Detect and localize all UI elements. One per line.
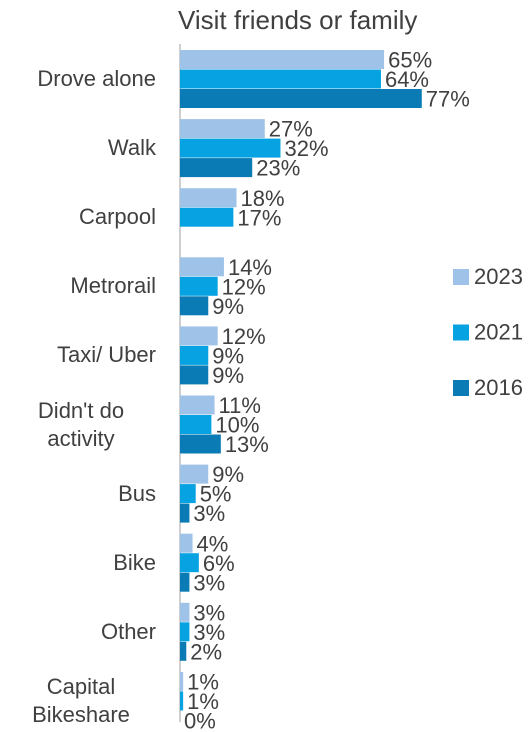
bar [180, 464, 209, 484]
bar [180, 257, 224, 277]
bar [180, 296, 209, 316]
value-label: 3% [193, 620, 225, 645]
category-text: Walk [107, 135, 156, 161]
category-text: Drove alone [37, 66, 156, 91]
value-label: 10% [215, 413, 259, 438]
category-text: Carpool [78, 204, 156, 230]
legend-label: 2023 [474, 264, 523, 289]
category-text: Bus [118, 480, 156, 506]
legend-swatch [453, 269, 469, 285]
bar [180, 138, 281, 158]
category-label: Bike [113, 533, 156, 593]
bar [180, 415, 212, 434]
value-label: 5% [200, 482, 232, 507]
bar [180, 484, 196, 504]
category-label: Drove alone [37, 49, 156, 109]
bar [180, 503, 190, 523]
bar [180, 395, 215, 415]
value-label: 1% [187, 689, 219, 714]
bar [180, 671, 184, 691]
value-label: 2% [190, 639, 222, 664]
bar [180, 158, 253, 178]
bar [180, 572, 190, 592]
bar [180, 69, 381, 89]
category-label: Capital Bikeshare [6, 671, 156, 731]
value-label: 0% [184, 708, 216, 732]
bar [180, 207, 234, 227]
value-label: 64% [385, 67, 429, 92]
bar [180, 533, 193, 553]
legend-swatch [453, 324, 469, 341]
value-label: 12% [222, 324, 266, 349]
value-label: 77% [426, 87, 470, 112]
legend-swatch [453, 380, 469, 396]
bar [180, 553, 199, 573]
bar [180, 641, 187, 661]
bar [180, 622, 190, 642]
bar [180, 276, 218, 296]
value-label: 27% [269, 117, 313, 142]
value-label: 32% [284, 136, 328, 161]
value-label: 1% [187, 669, 219, 694]
value-label: 65% [388, 48, 432, 73]
bar [180, 119, 265, 139]
value-label: 6% [203, 551, 235, 576]
value-label: 9% [212, 462, 244, 487]
category-text: Other [100, 618, 156, 644]
category-text: Capital Bikeshare [32, 673, 130, 727]
value-label: 3% [193, 600, 225, 625]
bar [180, 434, 221, 454]
bar [180, 326, 218, 346]
category-text: Bike [113, 549, 156, 575]
value-label: 23% [256, 156, 300, 181]
category-label: Taxi/ Uber [57, 325, 156, 385]
bar [180, 345, 209, 365]
category-label: Bus [118, 464, 156, 524]
chart-title: Visit friends or family [178, 5, 417, 35]
bar [180, 50, 385, 69]
value-label: 9% [212, 363, 244, 388]
category-text: Metrorail [70, 273, 156, 299]
category-label: Carpool [79, 187, 156, 247]
legend-label: 2016 [474, 375, 523, 400]
value-label: 13% [225, 432, 269, 457]
legend-label: 2021 [474, 319, 523, 344]
bar [180, 89, 422, 108]
value-label: 3% [193, 570, 225, 595]
value-label: 17% [237, 205, 281, 230]
bar [180, 602, 190, 622]
value-label: 11% [219, 393, 261, 418]
value-label: 18% [241, 186, 285, 211]
category-text: Taxi/ Uber [56, 342, 156, 368]
category-label: Metrorail [70, 256, 156, 316]
category-label: Other [101, 602, 156, 662]
value-label: 14% [228, 255, 272, 280]
value-label: 9% [212, 343, 244, 368]
bar [180, 188, 237, 208]
value-label: 9% [212, 294, 244, 319]
value-label: 4% [197, 531, 229, 556]
bar [180, 691, 184, 711]
category-label: Walk [108, 118, 156, 178]
category-label: Didn't do activity [6, 395, 156, 455]
value-label: 12% [222, 274, 266, 299]
bar [180, 365, 209, 385]
category-text: Didn't do activity [37, 397, 125, 451]
value-label: 3% [193, 501, 225, 526]
